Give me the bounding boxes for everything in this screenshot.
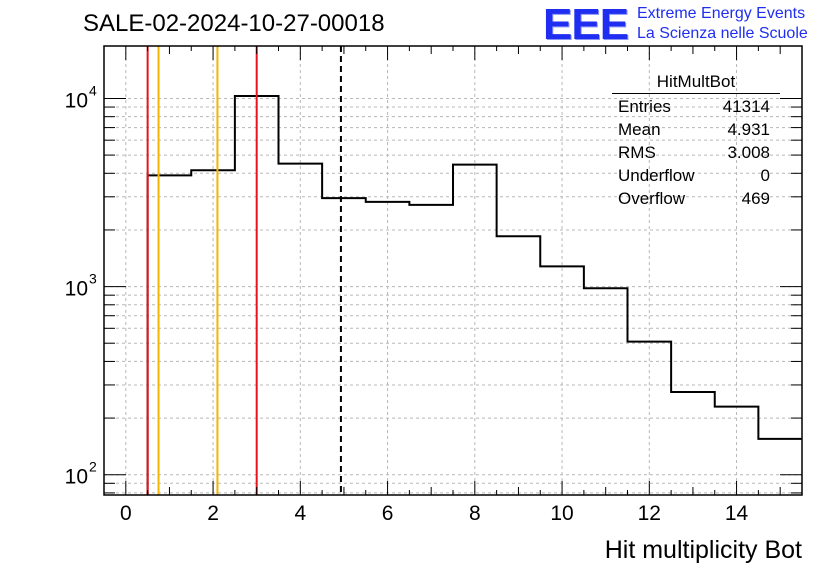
y-tick-label: 10: [65, 278, 88, 301]
marker-lines: [146, 46, 342, 495]
stats-value: 0: [760, 166, 770, 185]
x-tick-label: 14: [725, 502, 749, 525]
stats-row-entries: Entries 41314: [612, 95, 780, 118]
x-tick-label: 2: [207, 502, 219, 525]
x-tick-label: 4: [294, 502, 306, 525]
x-tick-label: 10: [550, 502, 573, 525]
eee-logo: EEE: [543, 0, 629, 49]
y-tick-exponent: 3: [89, 271, 97, 287]
histogram-bin: [628, 342, 672, 495]
x-axis-label: Hit multiplicity Bot: [605, 536, 802, 564]
histogram-bin: [148, 175, 192, 495]
histogram: [146, 95, 802, 495]
stats-row-underflow: Underflow 0: [612, 164, 780, 187]
stats-label: Entries: [618, 97, 671, 116]
y-tick-exponent: 4: [89, 82, 97, 98]
y-tick-label: 10: [65, 466, 88, 489]
x-tick-label: 6: [382, 502, 394, 525]
stats-label: Underflow: [618, 166, 695, 185]
histogram-bin: [584, 288, 628, 495]
grid: [104, 46, 802, 495]
histogram-bin: [453, 165, 497, 495]
axis-ticks: [104, 46, 802, 495]
stats-label: RMS: [618, 143, 656, 162]
stats-label: Overflow: [618, 189, 686, 208]
histogram-bin: [671, 392, 715, 495]
stats-value: 4.931: [727, 120, 770, 139]
histogram-bin: [409, 205, 453, 495]
stats-label: Mean: [618, 120, 661, 139]
stats-row-mean: Mean 4.931: [612, 118, 780, 141]
x-tick-label: 0: [120, 502, 132, 525]
x-tick-label: 8: [469, 502, 481, 525]
histogram-bin: [191, 170, 235, 495]
stats-value: 469: [741, 189, 770, 208]
histogram-bin: [497, 236, 541, 495]
y-tick-exponent: 2: [89, 459, 97, 475]
y-tick-label: 10: [65, 89, 88, 112]
histogram-bin: [279, 164, 323, 495]
stats-row-rms: RMS 3.008: [612, 141, 780, 164]
histogram-bin: [366, 202, 410, 495]
x-tick-labels: 0 2 4 6 8 10 12 14: [120, 502, 749, 525]
histogram-bin: [540, 266, 584, 495]
stats-row-overflow: Overflow 469: [612, 187, 780, 210]
run-title: SALE-02-2024-10-27-00018: [83, 10, 385, 37]
histogram-bin: [758, 439, 802, 495]
histogram-outline: [146, 95, 802, 495]
histogram-bin: [322, 198, 366, 495]
stats-value: 41314: [722, 97, 770, 116]
stats-value: 3.008: [727, 143, 770, 162]
stats-title: HitMultBot: [612, 72, 780, 94]
logo-line-2: La Scienza nelle Scuole: [637, 25, 808, 42]
x-tick-label: 12: [638, 502, 661, 525]
logo-line-1: Extreme Energy Events: [637, 5, 806, 22]
stats-box: HitMultBot Entries 41314 Mean 4.931 RMS …: [612, 72, 780, 210]
